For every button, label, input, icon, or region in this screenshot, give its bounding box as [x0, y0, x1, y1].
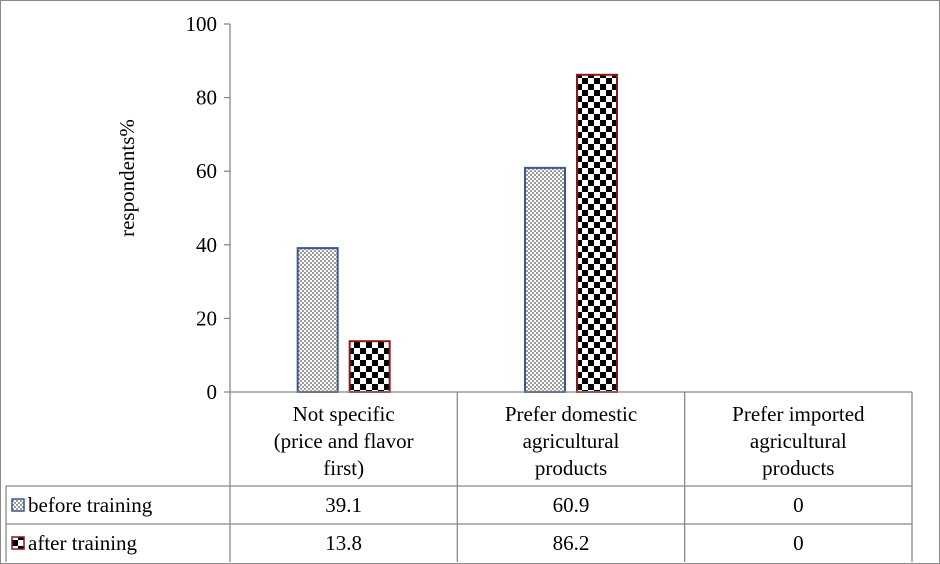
- y-tick-label: 20: [196, 306, 217, 330]
- legend-label: after training: [28, 531, 138, 555]
- y-axis-label: respondents%: [115, 119, 139, 237]
- bars: [296, 73, 618, 394]
- bar-before-1: [524, 166, 566, 393]
- data-value-label: 13.8: [325, 531, 362, 555]
- data-table: Not specific (price and flavor first) Prefe…: [5, 391, 913, 562]
- data-value-label: 39.1: [325, 493, 362, 517]
- category-label: agricultural: [523, 429, 620, 453]
- data-value-label: 0: [793, 493, 804, 517]
- y-tick-label: 40: [196, 233, 217, 257]
- bar-after-0: [348, 340, 391, 394]
- data-value-label: 0: [793, 531, 804, 555]
- category-label: Not specific: [293, 402, 395, 426]
- legend-key-before: [11, 498, 25, 512]
- category-label: agricultural: [750, 429, 847, 453]
- legend-label: before training: [28, 493, 153, 517]
- y-tick-label: 0: [207, 380, 218, 404]
- y-tick-label: 80: [196, 86, 217, 110]
- data-value-label: 86.2: [553, 531, 590, 555]
- category-label: (price and flavor: [274, 429, 414, 453]
- category-label: Prefer domestic: [505, 402, 637, 426]
- category-label: products: [535, 456, 607, 480]
- category-label: Prefer imported: [732, 402, 865, 426]
- y-tick-label: 60: [196, 159, 217, 183]
- category-label: first): [323, 456, 364, 480]
- bar-before-0: [296, 247, 339, 393]
- y-axis: 0 20 40 60 80 100: [186, 12, 231, 404]
- data-value-label: 60.9: [553, 493, 590, 517]
- legend-key-after: [11, 536, 25, 550]
- bar-after-1: [576, 73, 618, 393]
- y-tick-label: 100: [186, 12, 218, 36]
- category-label: products: [762, 456, 834, 480]
